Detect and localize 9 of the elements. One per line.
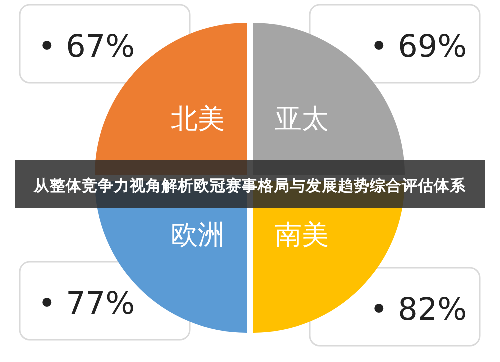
category-label: 南美 <box>275 220 329 251</box>
data-label: • 77% <box>38 286 136 322</box>
category-label: 亚太 <box>275 104 329 135</box>
category-label: 北美 <box>171 104 225 135</box>
data-label: • 82% <box>370 292 468 328</box>
data-label: • 67% <box>38 29 136 65</box>
data-label: • 69% <box>370 29 468 65</box>
text: 从整体竞争力视角解析欧冠赛事格局与发展趋势综合评估体系 <box>33 177 467 195</box>
category-label: 欧洲 <box>171 220 225 251</box>
